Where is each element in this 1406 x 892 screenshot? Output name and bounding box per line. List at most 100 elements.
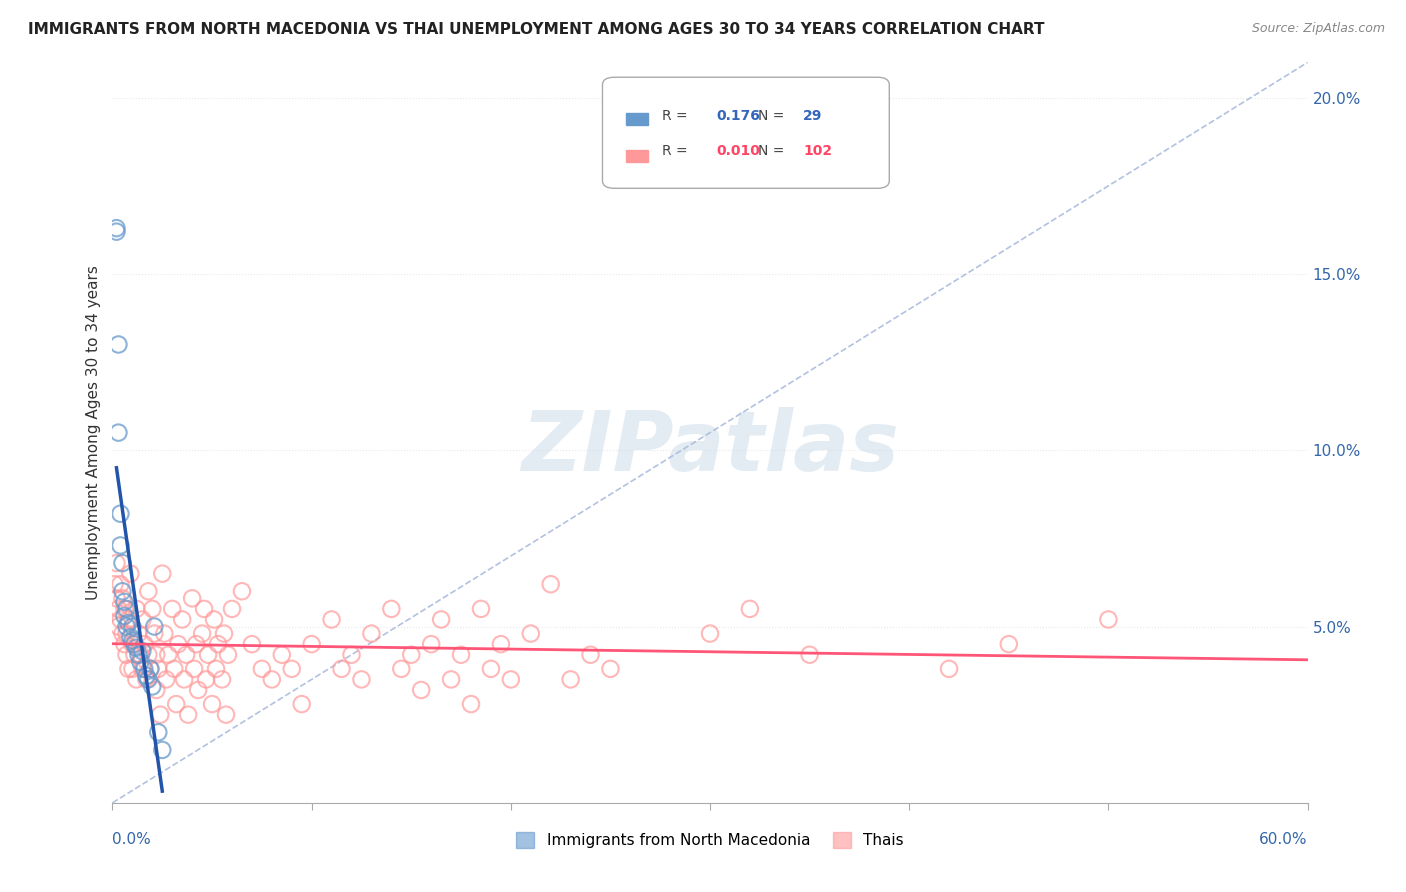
- Point: [105, 225, 128, 239]
- Point: [124, 637, 146, 651]
- Point: [105, 591, 128, 606]
- Point: [177, 707, 200, 722]
- Point: [172, 612, 194, 626]
- Point: [479, 662, 502, 676]
- Point: [114, 595, 135, 609]
- Point: [107, 425, 129, 440]
- Point: [103, 577, 125, 591]
- FancyBboxPatch shape: [603, 78, 889, 188]
- Point: [162, 602, 183, 616]
- Point: [411, 683, 433, 698]
- Point: [520, 626, 543, 640]
- Point: [120, 566, 142, 581]
- Point: [489, 637, 512, 651]
- Point: [389, 662, 412, 676]
- Point: [111, 556, 134, 570]
- Point: [138, 673, 160, 687]
- Point: [186, 637, 208, 651]
- Point: [131, 644, 153, 658]
- Point: [125, 640, 148, 655]
- Point: [115, 626, 138, 640]
- Point: [197, 648, 219, 662]
- Point: [124, 648, 146, 662]
- Point: [111, 626, 134, 640]
- Point: [148, 662, 170, 676]
- Point: [117, 662, 139, 676]
- Point: [240, 637, 263, 651]
- Bar: [627, 112, 648, 126]
- Text: 0.176: 0.176: [716, 109, 759, 123]
- Point: [138, 648, 160, 662]
- Point: [401, 648, 423, 662]
- Point: [155, 673, 177, 687]
- Point: [139, 662, 162, 676]
- Point: [105, 556, 128, 570]
- Point: [470, 602, 492, 616]
- Point: [181, 591, 204, 606]
- Point: [114, 602, 135, 616]
- Point: [250, 662, 273, 676]
- Point: [150, 566, 173, 581]
- Point: [125, 602, 148, 616]
- Point: [157, 648, 180, 662]
- Point: [174, 648, 197, 662]
- Point: [129, 655, 152, 669]
- Point: [110, 577, 132, 591]
- Point: [231, 584, 253, 599]
- Point: [117, 615, 139, 630]
- Point: [450, 648, 472, 662]
- Point: [110, 507, 132, 521]
- Point: [205, 662, 228, 676]
- Point: [145, 683, 167, 698]
- Point: [201, 697, 224, 711]
- Point: [143, 619, 166, 633]
- Point: [291, 697, 314, 711]
- Point: [138, 584, 160, 599]
- Point: [163, 662, 186, 676]
- Point: [350, 673, 373, 687]
- Point: [212, 626, 235, 640]
- Point: [114, 637, 135, 651]
- Point: [135, 673, 157, 687]
- Point: [141, 602, 163, 616]
- Point: [117, 612, 139, 626]
- Point: [260, 673, 283, 687]
- Text: ZIPatlas: ZIPatlas: [522, 407, 898, 488]
- Text: 29: 29: [803, 109, 823, 123]
- Point: [799, 648, 821, 662]
- Point: [340, 648, 363, 662]
- Point: [699, 626, 721, 640]
- Point: [107, 619, 129, 633]
- Point: [321, 612, 343, 626]
- Point: [191, 626, 214, 640]
- Point: [195, 673, 218, 687]
- Point: [153, 626, 176, 640]
- Point: [301, 637, 323, 651]
- Point: [938, 662, 960, 676]
- Point: [540, 577, 562, 591]
- Point: [127, 626, 149, 640]
- Point: [120, 630, 142, 644]
- Point: [139, 662, 162, 676]
- Point: [281, 662, 304, 676]
- Point: [1097, 612, 1119, 626]
- Point: [215, 707, 238, 722]
- Point: [131, 612, 153, 626]
- Point: [127, 648, 149, 662]
- Point: [149, 707, 172, 722]
- Text: 0.010: 0.010: [716, 145, 759, 158]
- Point: [380, 602, 402, 616]
- Point: [207, 637, 229, 651]
- Text: R =: R =: [662, 109, 688, 123]
- Point: [148, 725, 170, 739]
- Point: [560, 673, 582, 687]
- Text: 60.0%: 60.0%: [1260, 831, 1308, 847]
- Point: [579, 648, 602, 662]
- Text: N =: N =: [758, 145, 785, 158]
- Point: [440, 673, 463, 687]
- Point: [110, 538, 132, 552]
- Point: [129, 648, 152, 662]
- Text: 102: 102: [803, 145, 832, 158]
- Point: [107, 602, 129, 616]
- Point: [121, 662, 143, 676]
